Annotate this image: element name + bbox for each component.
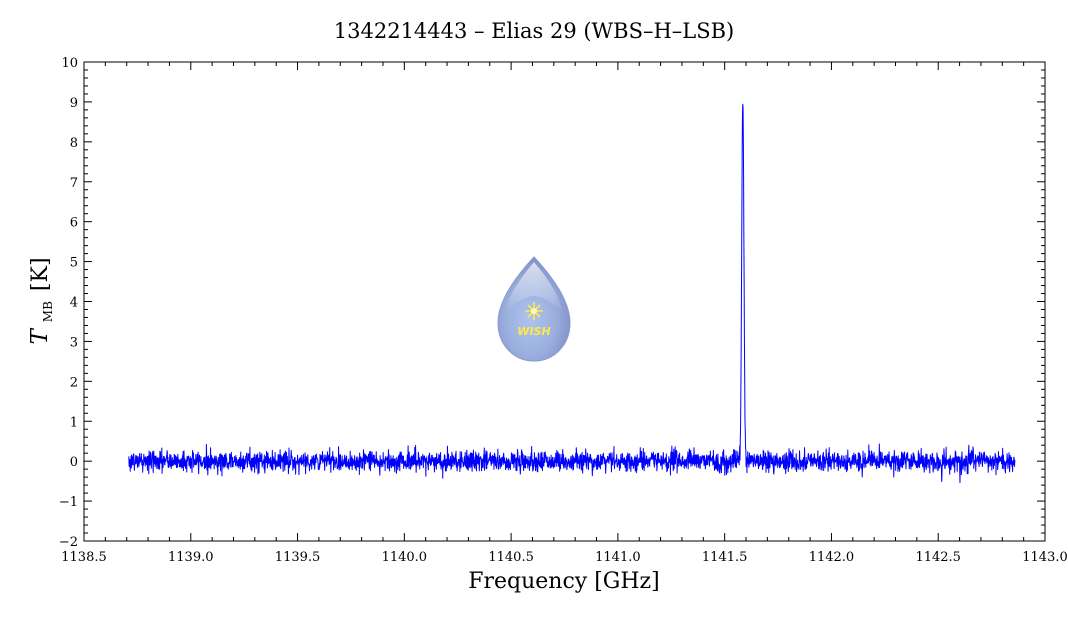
y-tick-label: 6 xyxy=(70,216,78,231)
x-tick-label: 1138.5 xyxy=(61,550,107,565)
x-tick-label: 1139.0 xyxy=(168,550,214,565)
y-tick-label: 9 xyxy=(70,96,78,111)
y-axis-label-subscript: MB xyxy=(41,301,55,322)
x-tick-label: 1140.5 xyxy=(488,550,534,565)
x-tick-label: 1141.5 xyxy=(702,550,748,565)
chart-title: 1342214443 – Elias 29 (WBS–H–LSB) xyxy=(334,19,734,43)
svg-text:T MB [K]: T MB [K] xyxy=(27,257,56,344)
x-tick-label: 1143.0 xyxy=(1022,550,1068,565)
y-tick-label: 10 xyxy=(61,56,78,71)
x-tick-label: 1141.0 xyxy=(595,550,641,565)
wish-logo: WISH xyxy=(497,256,571,362)
y-tick-label: 0 xyxy=(70,455,78,470)
y-tick-label: 2 xyxy=(70,375,78,390)
y-tick-label: 7 xyxy=(70,176,78,191)
spectrum-line xyxy=(128,103,1016,484)
y-tick-label: 5 xyxy=(70,256,78,271)
y-tick-label: 1 xyxy=(70,415,78,430)
y-axis: −2 −1 0 1 2 3 4 5 6 7 8 9 10 xyxy=(59,56,1045,550)
x-axis: 1138.5 1139.0 1139.5 1140.0 1140.5 1141.0 1141… xyxy=(61,62,1068,565)
x-tick-label: 1142.0 xyxy=(809,550,855,565)
x-tick-label: 1140.0 xyxy=(382,550,428,565)
logo-text: WISH xyxy=(517,325,550,338)
y-axis-label-symbol: T xyxy=(27,328,53,345)
y-tick-label: −1 xyxy=(59,495,78,510)
y-tick-label: 4 xyxy=(70,296,78,311)
x-tick-label: 1142.5 xyxy=(915,550,961,565)
y-tick-label: −2 xyxy=(59,535,78,550)
y-tick-label: 8 xyxy=(70,136,78,151)
y-axis-label-unit: [K] xyxy=(28,257,53,291)
y-tick-label: 3 xyxy=(70,335,78,350)
y-axis-label: T MB [K] xyxy=(27,257,56,344)
x-axis-label: Frequency [GHz] xyxy=(468,569,660,594)
x-tick-label: 1139.5 xyxy=(275,550,321,565)
